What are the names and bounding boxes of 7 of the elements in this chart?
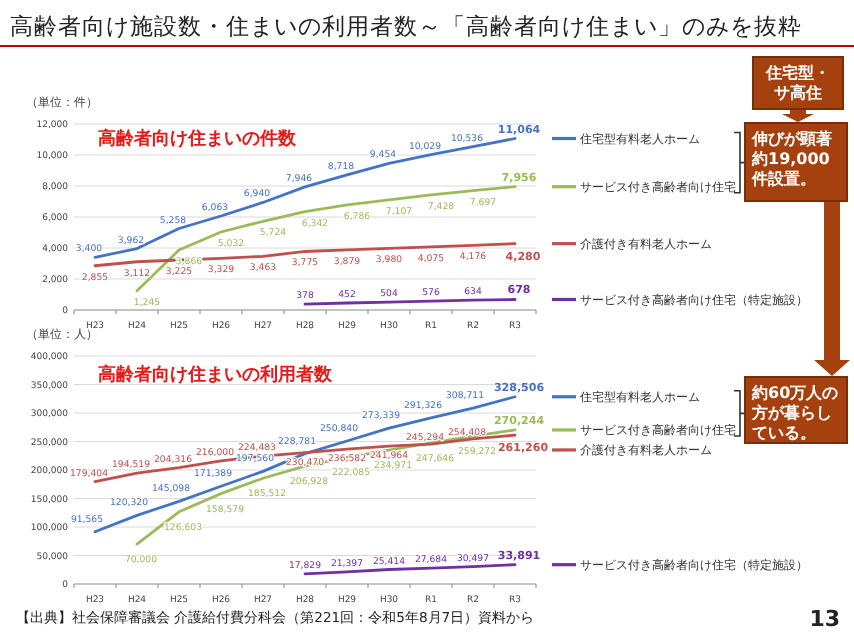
chart-subtitle: 高齢者向け住まいの件数 (98, 128, 298, 150)
text: 伸びが顕著約19,000件設置。 (744, 122, 848, 202)
text: 13 (809, 606, 840, 632)
chart-title: 高齢者向け施設数・住まいの利用者数～「高齢者向け住まい」のみを抜粋 (10, 12, 802, 40)
text: 約60万人の方が暮らしている。 (744, 376, 848, 444)
text: 住宅型・サ高住 (752, 56, 844, 110)
text: 高齢者向け住まいの利用者数 (98, 364, 334, 386)
